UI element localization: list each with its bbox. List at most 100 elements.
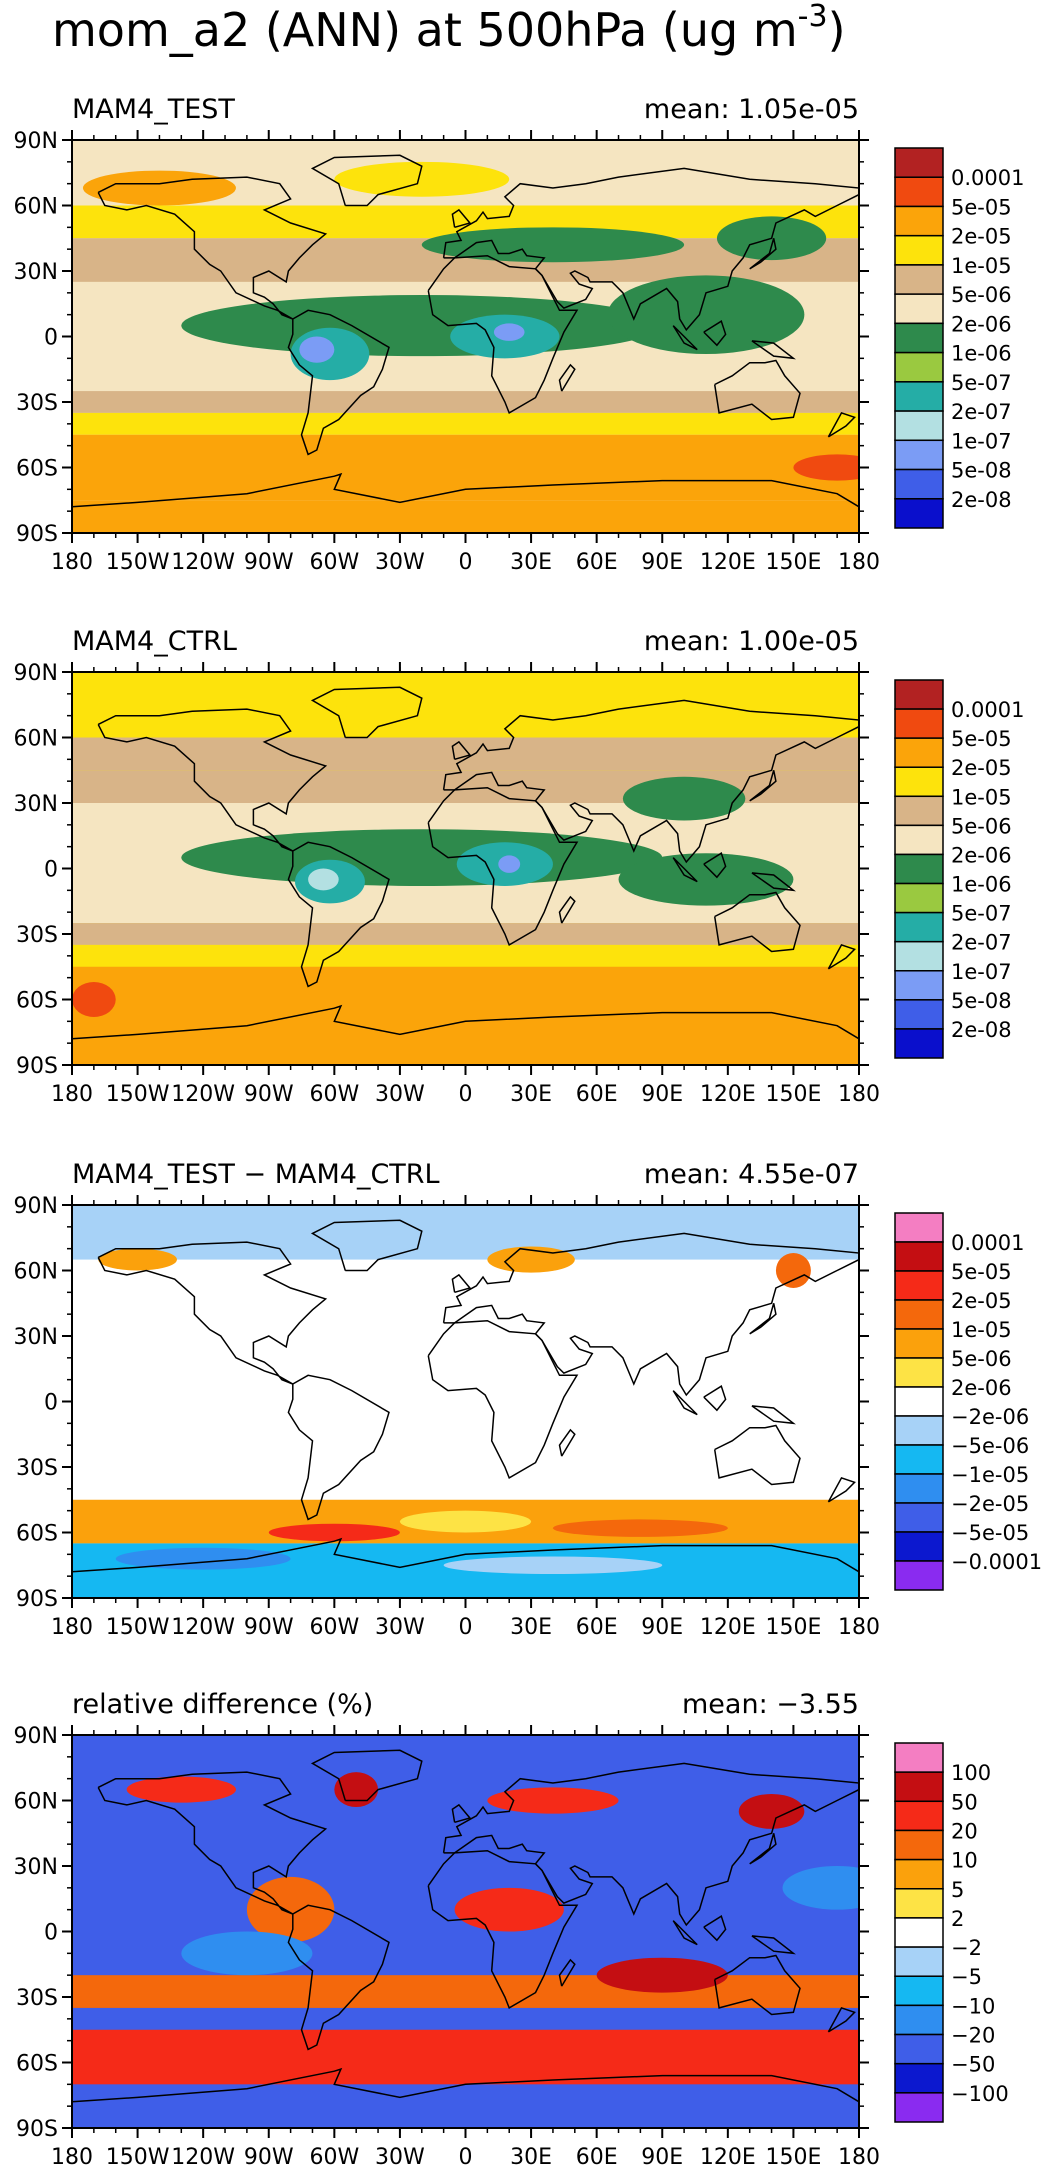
coastline [713, 1954, 801, 2016]
field-contour-blob [181, 1931, 313, 1976]
lat-tick-label: 30S [16, 1456, 58, 1481]
lat-tick-label: 30S [16, 1986, 58, 2011]
lat-tick-label: 90N [14, 1194, 58, 1219]
colorbar-swatch [894, 1531, 944, 1562]
coastline [97, 176, 328, 320]
lon-tick-label: 120E [700, 2145, 756, 2170]
colorbar-swatch [894, 1328, 944, 1359]
colorbar-label: −5e-06 [951, 1434, 1029, 1458]
field-contour-blob [622, 776, 746, 821]
field-contour-blob [793, 454, 859, 481]
coastline [672, 857, 698, 883]
coastline [427, 254, 579, 414]
colorbar-label: 0.0001 [951, 166, 1024, 190]
field-contour-blob [299, 336, 335, 363]
colorbar-label: −5e-05 [951, 1521, 1029, 1545]
colorbar-label: −0.0001 [951, 1550, 1042, 1574]
lon-tick-label: 120W [171, 2145, 235, 2170]
field-contour-blob [181, 295, 663, 357]
colorbar-swatch [894, 1299, 944, 1330]
figure-title-close: ) [828, 3, 846, 57]
field-contour-blob [72, 982, 116, 1017]
field-contour-blob [443, 1556, 663, 1574]
lon-tick-label: 30W [375, 550, 425, 575]
colorbar-label: −2e-06 [951, 1405, 1029, 1429]
colorbar: 0.0001 5e-05 2e-05 1e-05 5e-06 2e-06 1e-06 5e-0… [894, 147, 1024, 529]
colorbar-label: 5e-05 [951, 195, 1012, 219]
lat-tick-label: 30N [14, 260, 58, 285]
colorbar-swatch [894, 1800, 944, 1832]
lon-tick-label: 180 [51, 1082, 93, 1107]
field-band [72, 923, 859, 945]
lon-tick-label: 60E [576, 550, 618, 575]
colorbar-swatch [894, 1742, 944, 1773]
figure-title-text: mom_a2 (ANN) at 500hPa (ug m [52, 3, 798, 57]
colorbar-swatch [894, 351, 944, 383]
colorbar-label: 2e-05 [951, 756, 1012, 780]
lon-tick-label: 120E [700, 550, 756, 575]
colorbar-swatch [894, 1386, 944, 1417]
field-contour-blob [399, 1510, 532, 1533]
coastline [713, 891, 801, 953]
coastline [451, 1273, 472, 1294]
lat-tick-label: 0 [44, 1391, 58, 1416]
coastline [287, 1904, 390, 2051]
coastline [827, 943, 856, 970]
panel-mean: mean: 4.55e-07 [644, 1159, 859, 1190]
field-contour-blob [268, 1523, 400, 1542]
lon-tick-label: 60W [309, 550, 359, 575]
panel-mean: mean: 1.05e-05 [644, 94, 859, 125]
field-contour-blob [115, 1547, 291, 1570]
coastline [703, 1915, 727, 1942]
panel-title: relative difference (%) [72, 1689, 373, 1720]
colorbar-label: 2e-06 [951, 312, 1012, 336]
coastline [451, 1803, 472, 1824]
panel-mam4-ctrl: MAM4_CTRL mean: 1.00e-05 90N 60N 30N 0 30S 60… [14, 626, 1025, 1107]
lon-tick-label: 30W [375, 1615, 425, 1640]
field-band [72, 412, 859, 435]
coastlines [71, 154, 860, 508]
field-band [72, 434, 859, 501]
colorbar-label: 2e-06 [951, 1376, 1012, 1400]
coastline [310, 1219, 423, 1272]
colorbar-label: 2e-07 [951, 931, 1012, 955]
field-contour-blob [308, 868, 339, 891]
colorbar-swatch [894, 2092, 944, 2123]
field-contour-blob [782, 1866, 859, 1910]
coastline [451, 208, 472, 229]
colorbar-label: 50 [951, 1790, 978, 1814]
colorbar-label: 0.0001 [951, 1231, 1024, 1255]
colorbar-label: 5e-06 [951, 283, 1012, 307]
lon-tick-label: 180 [838, 2145, 880, 2170]
lon-tick-label: 30E [510, 1615, 552, 1640]
field-contour-blob [421, 227, 685, 263]
colorbar-swatch [894, 1415, 944, 1446]
lat-tick-label: 90S [16, 1587, 58, 1612]
colorbar-swatch [894, 708, 944, 739]
colorbar-label: 2 [951, 1907, 964, 1931]
field-contour-blob [487, 1787, 619, 1814]
field-contour-blob [181, 829, 663, 886]
colorbar-swatch [894, 1829, 944, 1861]
colorbar-swatch [894, 1858, 944, 1890]
lon-tick-label: 180 [838, 1615, 880, 1640]
lon-tick-label: 150W [106, 1615, 170, 1640]
lat-tick-label: 30S [16, 923, 58, 948]
lon-tick-label: 60E [576, 2145, 618, 2170]
colorbar-swatch [894, 498, 944, 529]
colorbar-label: 5 [951, 1878, 964, 1902]
lon-tick-label: 180 [838, 550, 880, 575]
colorbar-swatch [894, 1888, 944, 1919]
lon-tick-label: 150E [765, 550, 821, 575]
colorbar-swatch [894, 766, 944, 798]
colorbar-swatch [894, 381, 944, 412]
coastline [751, 1405, 796, 1425]
lon-tick-label: 90W [244, 2145, 294, 2170]
lat-tick-label: 90S [16, 522, 58, 547]
map-axes: 90N 60N 30N 0 30S 60S 90S 180 150W 120W 90W 60W 30W 0… [14, 1194, 880, 1640]
colorbar-swatch [894, 911, 944, 943]
field-contour-blob [775, 1253, 811, 1288]
field-contour-blob [738, 1793, 805, 1829]
lat-tick-label: 30N [14, 792, 58, 817]
lat-tick-label: 60S [16, 989, 58, 1014]
